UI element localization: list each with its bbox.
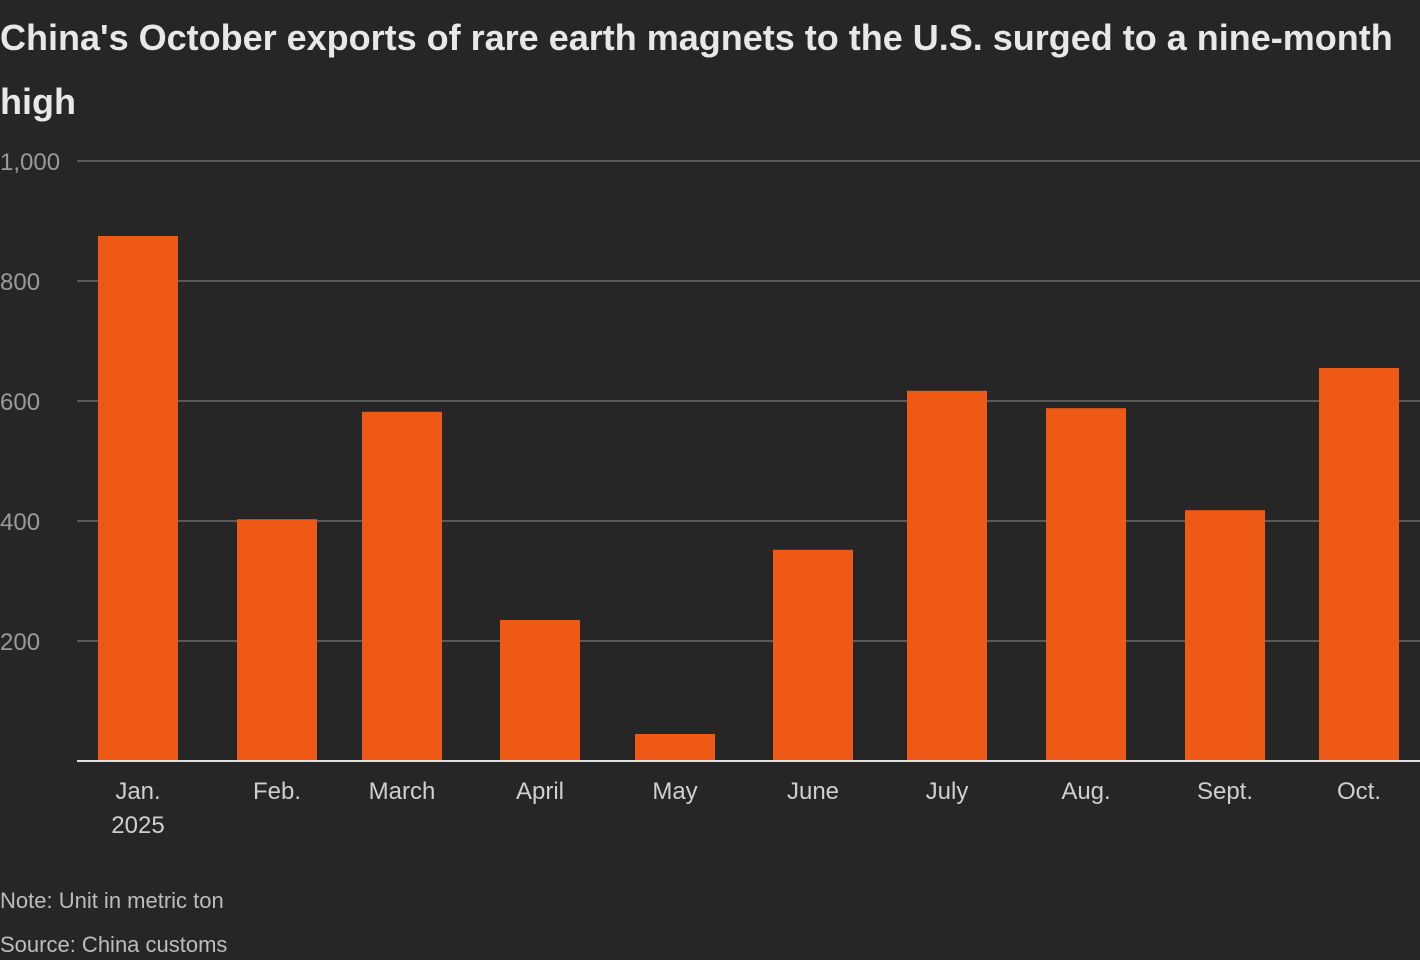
x-tick-label: Jan.	[115, 778, 160, 805]
bar-jan	[98, 236, 178, 761]
y-tick-label: 600	[0, 389, 40, 416]
y-tick-label: 1,000	[0, 149, 60, 176]
y-tick-label: 800	[0, 269, 40, 296]
x-tick-label: Aug.	[1061, 778, 1110, 805]
bar-feb	[237, 519, 317, 761]
x-tick-label: April	[516, 778, 564, 805]
x-tick-label: Oct.	[1337, 778, 1381, 805]
x-tick-label: May	[652, 778, 697, 805]
x-tick-sublabel: 2025	[111, 812, 164, 839]
bar-march	[362, 411, 442, 761]
x-tick-label: March	[369, 778, 436, 805]
bar-july	[907, 390, 987, 761]
bar-oct	[1319, 368, 1399, 761]
bar-may	[635, 734, 715, 761]
bar-sept	[1185, 510, 1265, 761]
source-text: Source: China customs	[0, 932, 228, 957]
x-tick-label: Sept.	[1197, 778, 1253, 805]
y-tick-label: 200	[0, 629, 40, 656]
x-tick-label: Feb.	[253, 778, 301, 805]
x-tick-label: July	[926, 778, 969, 805]
chart-title: China's October exports of rare earth ma…	[0, 17, 1393, 122]
bar-june	[773, 549, 853, 761]
y-tick-label: 400	[0, 509, 40, 536]
bar-aug	[1046, 408, 1126, 761]
x-tick-label: June	[787, 778, 839, 805]
bar-april	[500, 620, 580, 761]
note-text: Note: Unit in metric ton	[0, 888, 224, 913]
